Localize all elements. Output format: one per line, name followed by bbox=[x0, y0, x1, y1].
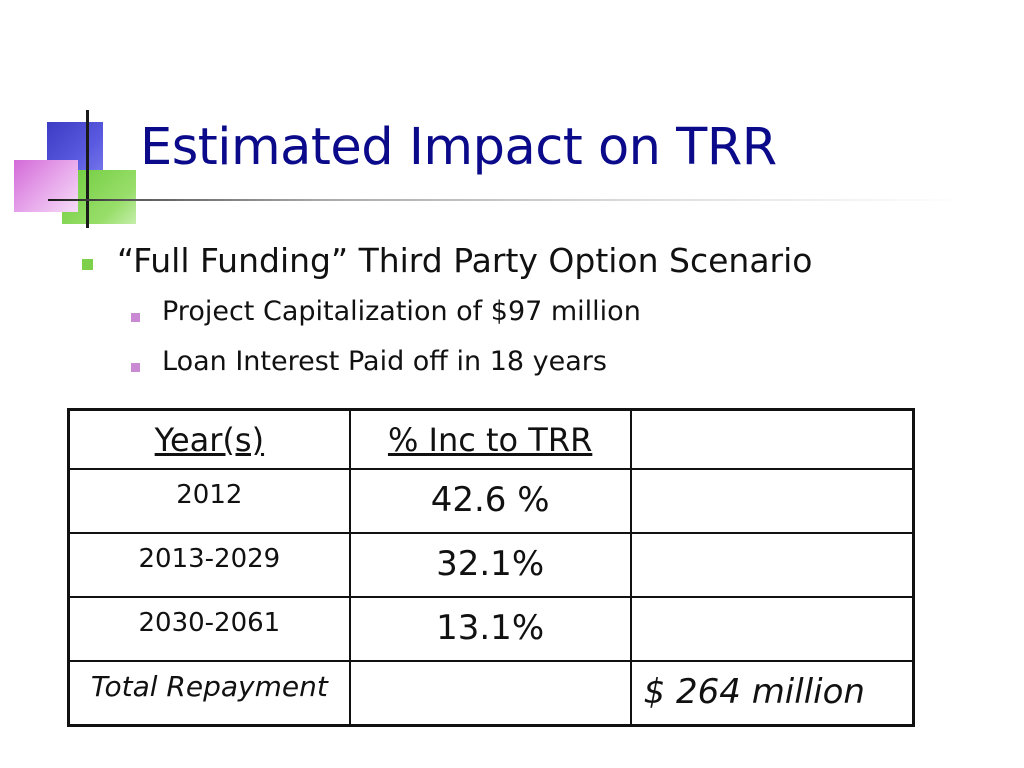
sub-bullet-marker-square-icon bbox=[131, 363, 140, 372]
table-total-row: Total Repayment $ 264 million bbox=[67, 660, 915, 727]
table-row: 2012 42.6 % bbox=[67, 468, 915, 534]
pct-value: 42.6 % bbox=[430, 480, 550, 520]
cell-year: 2013-2029 bbox=[67, 532, 351, 598]
table-header-row: Year(s) % Inc to TRR bbox=[67, 408, 915, 470]
sub-bullet-loan-interest: Loan Interest Paid off in 18 years bbox=[162, 346, 607, 377]
logo-vertical-line bbox=[86, 110, 89, 228]
cell-year: 2012 bbox=[67, 468, 351, 534]
bullet-main: “Full Funding” Third Party Option Scenar… bbox=[117, 241, 813, 280]
header-cell-blank bbox=[629, 408, 915, 470]
cell-total-value: $ 264 million bbox=[629, 660, 915, 727]
year-value: 2013-2029 bbox=[138, 544, 281, 574]
total-label: Total Repayment bbox=[90, 670, 328, 703]
logo-square-pink bbox=[14, 160, 78, 212]
table-row: 2013-2029 32.1% bbox=[67, 532, 915, 598]
title-divider-line bbox=[48, 199, 968, 201]
cell-extra bbox=[629, 596, 915, 662]
total-value: $ 264 million bbox=[643, 672, 865, 712]
slide-title: Estimated Impact on TRR bbox=[140, 118, 777, 177]
table-row: 2030-2061 13.1% bbox=[67, 596, 915, 662]
pct-value: 32.1% bbox=[436, 544, 545, 584]
sub-bullet-capitalization: Project Capitalization of $97 million bbox=[162, 296, 641, 327]
sub-bullet-marker-square-icon bbox=[131, 313, 140, 322]
cell-extra bbox=[629, 532, 915, 598]
cell-total-label: Total Repayment bbox=[67, 660, 351, 727]
bullet-marker-square-icon bbox=[82, 259, 93, 270]
cell-total-pct bbox=[348, 660, 632, 727]
cell-pct: 42.6 % bbox=[348, 468, 632, 534]
cell-year: 2030-2061 bbox=[67, 596, 351, 662]
cell-extra bbox=[629, 468, 915, 534]
trr-impact-table: Year(s) % Inc to TRR 2012 42.6 % 2013-20… bbox=[67, 408, 915, 727]
cell-pct: 32.1% bbox=[348, 532, 632, 598]
header-pct-label: % Inc to TRR bbox=[387, 420, 593, 459]
year-value: 2030-2061 bbox=[138, 608, 281, 638]
pct-value: 13.1% bbox=[436, 608, 545, 648]
header-cell-years: Year(s) bbox=[67, 408, 351, 470]
header-cell-pct: % Inc to TRR bbox=[348, 408, 632, 470]
cell-pct: 13.1% bbox=[348, 596, 632, 662]
header-years-label: Year(s) bbox=[154, 420, 265, 459]
year-value: 2012 bbox=[176, 480, 243, 510]
